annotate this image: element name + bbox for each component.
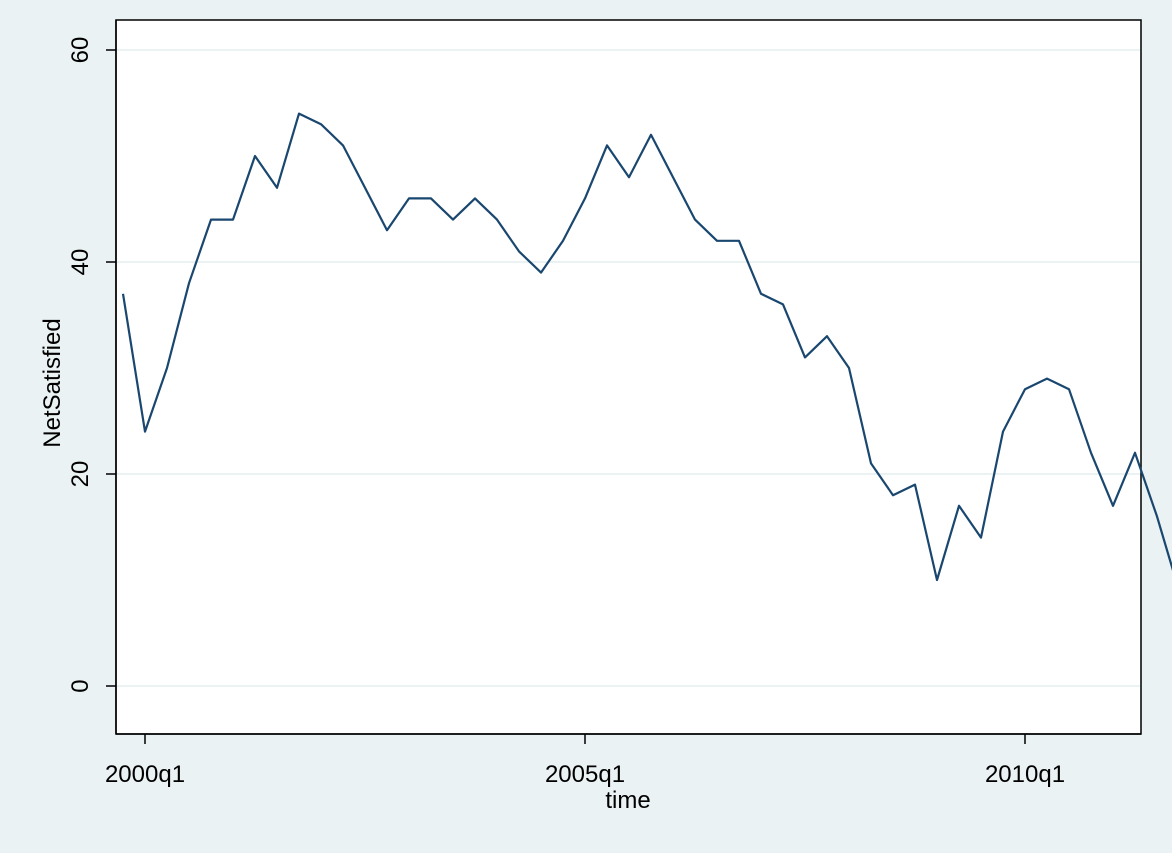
x-axis: 2000q12005q12010q12015q12020q1 bbox=[105, 733, 1141, 788]
x-tick-label: 2005q1 bbox=[545, 761, 625, 788]
y-tick-label: 40 bbox=[67, 249, 94, 276]
plot-area bbox=[115, 19, 1142, 735]
series-line-netsatisfied bbox=[121, 112, 1172, 582]
gridlines bbox=[117, 49, 1140, 687]
x-tick-label: 2010q1 bbox=[985, 761, 1065, 788]
y-tick-label: 0 bbox=[67, 679, 94, 692]
y-axis-title: NetSatisfied bbox=[39, 318, 66, 447]
y-tick-label: 60 bbox=[67, 37, 94, 64]
y-tick-label: 20 bbox=[67, 461, 94, 488]
x-tick-label: 2000q1 bbox=[105, 761, 185, 788]
x-axis-title: time bbox=[605, 787, 650, 814]
y-axis: 0 20 40 60 bbox=[67, 20, 117, 734]
